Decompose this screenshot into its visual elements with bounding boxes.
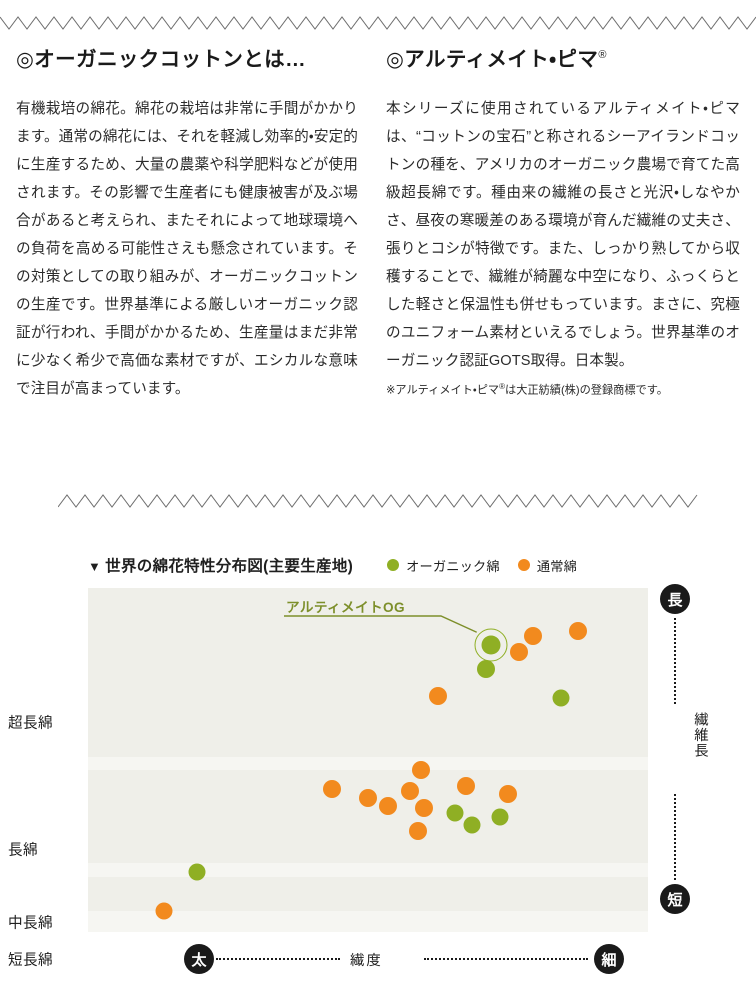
footnote-trademark: ※アルティメイト・ピマ®は大正紡績(株)の登録商標です。 [386, 381, 740, 401]
data-point-organic-1[interactable] [476, 659, 495, 678]
chart-band-1 [88, 770, 648, 864]
heading-organic-cotton: ◎オーガニックコットンとは… [16, 48, 306, 71]
chart-plot-area: アルティメイトOG [88, 588, 648, 932]
article-columns: ◎オーガニックコットンとは… 有機栽培の綿花。綿花の栽培は非常に手間がかかります… [0, 48, 756, 403]
legend-item-organic: オーガニック綿 [387, 556, 500, 575]
data-point-organic-4[interactable] [463, 816, 481, 834]
footnote-registered-icon: ® [499, 381, 505, 391]
y-axis-label: 繊維長 [692, 712, 708, 759]
heading-ultimate-pima: ◎アルティメイト・ピマ® [386, 48, 740, 73]
y-category-label-1: 長綿 [8, 842, 38, 859]
y-axis-cap-short: 短 [660, 884, 690, 914]
data-point-regular-2[interactable] [569, 622, 587, 640]
data-point-regular-7[interactable] [412, 761, 431, 780]
data-point-organic-5[interactable] [491, 808, 509, 826]
callout-leader-line [284, 615, 477, 633]
footnote-text-post: は大正紡績(株)の登録商標です。 [505, 384, 668, 397]
cotton-distribution-chart: ▼ 世界の綿花特性分布図(主要生産地) オーガニック綿 通常綿 アルティメイトOG… [0, 540, 756, 1000]
data-point-regular-4[interactable] [322, 780, 341, 799]
column-ultimate-pima: ◎アルティメイト・ピマ® 本シリーズに使用されているアルティメイト・ピマは、“コ… [378, 48, 756, 403]
legend-dot-regular-icon [517, 559, 530, 571]
zigzag-divider-top [0, 16, 756, 30]
chart-legend: オーガニック綿 通常綿 [387, 556, 577, 575]
chart-title-text: 世界の綿花特性分布図(主要生産地) [105, 558, 354, 575]
footnote-text-pre: ※アルティメイト・ピマ [386, 384, 500, 397]
data-point-regular-0[interactable] [510, 642, 529, 661]
legend-label-regular: 通常綿 [536, 558, 577, 574]
x-axis-cap-thin: 細 [594, 944, 624, 974]
legend-item-regular: 通常綿 [517, 556, 577, 575]
x-axis-dotted-line-right [424, 958, 588, 960]
y-category-label-0: 超長綿 [8, 715, 53, 732]
chart-x-axis: 太 繊度 細 [88, 944, 660, 984]
legend-dot-organic-icon [387, 559, 400, 571]
triangle-marker-icon: ▼ [88, 559, 102, 574]
y-axis-dotted-line-lower [674, 794, 676, 880]
data-point-organic-6[interactable] [188, 863, 206, 881]
chart-title: ▼ 世界の綿花特性分布図(主要生産地) [88, 554, 353, 576]
data-point-regular-12[interactable] [359, 788, 377, 807]
data-point-regular-9[interactable] [409, 821, 428, 840]
data-point-regular-13[interactable] [155, 902, 173, 920]
chart-band-2 [88, 876, 648, 912]
y-category-label-3: 短長綿 [8, 952, 53, 969]
data-point-regular-6[interactable] [401, 781, 419, 800]
registered-trademark-icon: ® [598, 49, 607, 62]
x-axis-label: 繊度 [350, 953, 383, 969]
data-point-regular-1[interactable] [524, 627, 543, 646]
data-point-regular-10[interactable] [457, 776, 475, 795]
column-organic-cotton: ◎オーガニックコットンとは… 有機栽培の綿花。綿花の栽培は非常に手間がかかります… [0, 48, 378, 403]
data-point-regular-8[interactable] [415, 799, 433, 818]
chart-header: ▼ 世界の綿花特性分布図(主要生産地) オーガニック綿 通常綿 [88, 552, 658, 578]
y-axis-dotted-line-upper [674, 618, 676, 704]
y-axis-cap-long: 長 [660, 584, 690, 614]
zigzag-divider-middle [58, 494, 698, 508]
highlight-ring-ultimate-og [474, 628, 508, 662]
data-point-organic-3[interactable] [446, 804, 464, 822]
data-point-organic-0[interactable] [481, 635, 501, 655]
chart-y-axis: 長 繊維長 短 [652, 584, 748, 932]
data-point-regular-5[interactable] [378, 797, 397, 816]
data-point-regular-3[interactable] [429, 687, 447, 706]
data-point-regular-11[interactable] [499, 785, 517, 804]
x-axis-cap-thick: 太 [184, 944, 214, 974]
body-ultimate-pima: 本シリーズに使用されているアルティメイト・ピマは、“コットンの宝石”と称されるシ… [386, 100, 740, 369]
legend-label-organic: オーガニック綿 [406, 558, 500, 574]
y-category-label-2: 中長綿 [8, 915, 53, 932]
heading-ultimate-pima-text: ◎アルティメイト・ピマ [386, 48, 599, 71]
data-point-organic-2[interactable] [552, 689, 570, 707]
callout-label-ultimate-og: アルティメイトOG [286, 600, 405, 615]
body-organic-cotton: 有機栽培の綿花。綿花の栽培は非常に手間がかかります。通常の綿花には、それを軽減し… [16, 100, 358, 397]
x-axis-dotted-line-left [216, 958, 340, 960]
